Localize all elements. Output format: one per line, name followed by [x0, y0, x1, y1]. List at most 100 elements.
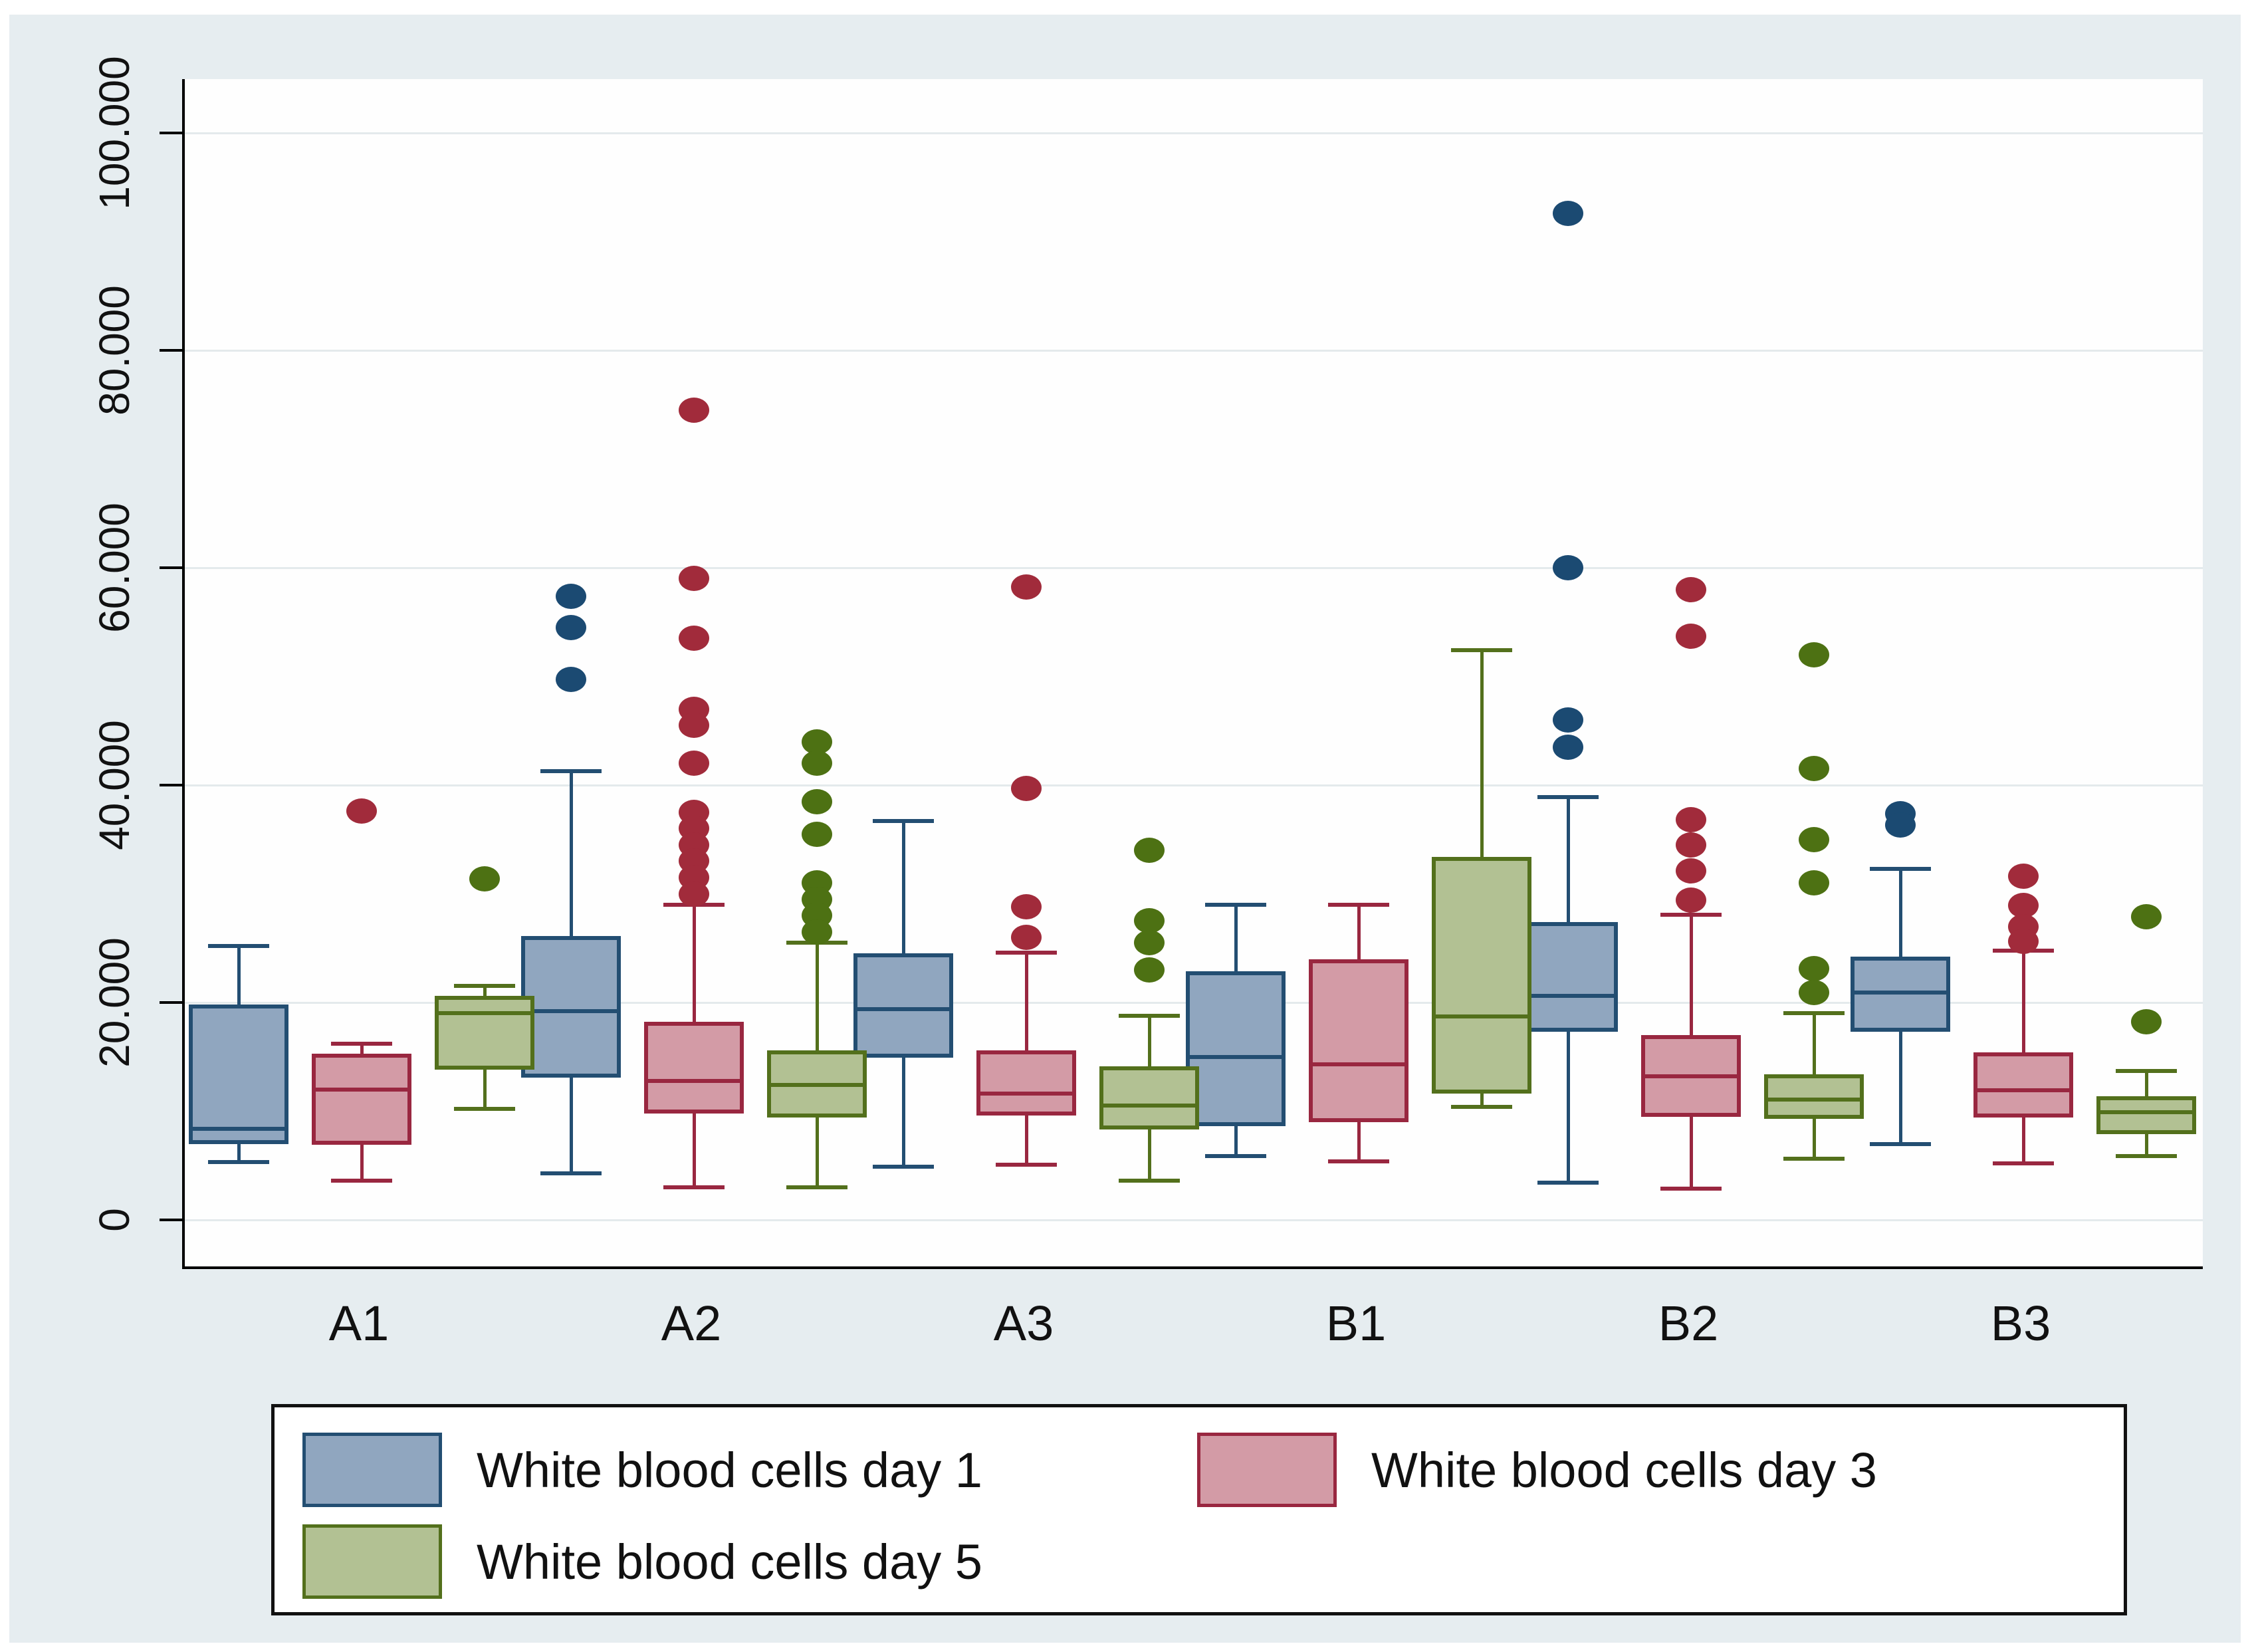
y-tick-40000	[160, 784, 182, 786]
median-B1-series2	[1309, 1062, 1408, 1067]
whisker-upper-A1-series2	[360, 1044, 364, 1054]
whisker-upper-B3-series2	[2021, 950, 2025, 1053]
median-A3-series3	[1099, 1104, 1199, 1108]
median-B2-series3	[1764, 1097, 1864, 1102]
whisker-upper-B1-series2	[1357, 904, 1361, 959]
box-B1-series2	[1309, 959, 1408, 1122]
whisker-cap-bottom-B2-series1	[1537, 1181, 1599, 1185]
y-tick-100000	[160, 132, 182, 134]
median-A2-series3	[767, 1083, 867, 1088]
legend-swatch-day5	[302, 1524, 442, 1599]
y-tick-20000	[160, 1001, 182, 1004]
whisker-upper-A3-series3	[1147, 1015, 1151, 1067]
outlier-A3-series3-2	[1134, 930, 1165, 956]
outlier-A1-series3-0	[469, 866, 500, 891]
whisker-lower-B3-series1	[1898, 1032, 1902, 1144]
median-A1-series1	[189, 1126, 288, 1131]
median-A1-series2	[312, 1087, 411, 1092]
box-A1-series2	[312, 1053, 411, 1145]
whisker-lower-B2-series2	[1689, 1116, 1693, 1189]
outlier-B2-series3-2	[1799, 826, 1829, 852]
outlier-A2-series1-1	[556, 614, 586, 640]
box-A3-series1	[853, 953, 953, 1058]
whisker-upper-B1-series3	[1480, 650, 1484, 857]
outlier-A2-series2-0	[679, 397, 709, 423]
x-axis-label-A1: A1	[328, 1296, 390, 1351]
x-axis-label-A3: A3	[993, 1296, 1054, 1351]
plot-area	[182, 79, 2203, 1269]
median-A2-series2	[644, 1078, 744, 1083]
median-B1-series3	[1432, 1014, 1531, 1019]
outlier-A2-series1-0	[556, 583, 586, 609]
y-tick-label-20000: 20.000	[90, 937, 138, 1068]
outlier-A2-series3-0	[802, 729, 832, 755]
whisker-lower-A1-series2	[360, 1145, 364, 1181]
whisker-cap-bottom-A3-series3	[1119, 1179, 1180, 1183]
outlier-B2-series3-0	[1799, 642, 1829, 667]
outlier-B2-series3-5	[1799, 980, 1829, 1006]
legend-label-day1: White blood cells day 1	[477, 1442, 982, 1498]
whisker-upper-A2-series3	[815, 943, 819, 1050]
whisker-lower-A3-series2	[1024, 1116, 1028, 1165]
whisker-lower-B3-series3	[2144, 1133, 2148, 1156]
whisker-cap-bottom-B3-series3	[2116, 1153, 2177, 1158]
box-B2-series3	[1764, 1074, 1864, 1119]
whisker-lower-A1-series1	[237, 1143, 241, 1163]
x-axis-label-B2: B2	[1658, 1296, 1719, 1351]
whisker-cap-bottom-A2-series1	[540, 1171, 602, 1175]
whisker-upper-B3-series1	[1898, 868, 1902, 957]
box-A2-series1	[521, 936, 621, 1078]
whisker-lower-B2-series1	[1566, 1032, 1570, 1183]
whisker-cap-top-A2-series1	[540, 768, 602, 773]
whisker-cap-top-A3-series1	[873, 818, 934, 823]
x-axis-label-B1: B1	[1325, 1296, 1387, 1351]
box-A1-series3	[435, 996, 534, 1070]
outlier-A2-series2-1	[679, 566, 709, 592]
whisker-upper-B1-series1	[1234, 904, 1238, 971]
y-tick-0	[160, 1219, 182, 1221]
whisker-cap-top-B2-series3	[1783, 1011, 1845, 1016]
outlier-A3-series2-3	[1011, 924, 1042, 950]
y-tick-label-80000: 80.000	[90, 285, 138, 415]
whisker-cap-bottom-A1-series3	[454, 1107, 515, 1112]
outlier-B2-series3-1	[1799, 756, 1829, 782]
whisker-cap-bottom-A1-series2	[331, 1179, 392, 1183]
outlier-B2-series3-4	[1799, 956, 1829, 982]
outlier-A2-series2-4	[679, 713, 709, 739]
whisker-upper-A3-series2	[1024, 952, 1028, 1050]
outlier-B3-series1-1	[1885, 812, 1916, 838]
whisker-upper-A2-series2	[692, 904, 696, 1022]
box-B3-series3	[2096, 1096, 2196, 1134]
outlier-B2-series1-1	[1553, 555, 1583, 580]
outlier-B2-series2-1	[1676, 624, 1706, 649]
whisker-cap-bottom-A3-series1	[873, 1164, 934, 1169]
legend-entry-day3: White blood cells day 3	[1197, 1433, 1877, 1507]
outlier-A2-series2-11	[679, 881, 709, 907]
gridline-80000	[185, 349, 2203, 352]
outlier-B3-series2-3	[2008, 929, 2039, 955]
y-tick-60000	[160, 566, 182, 569]
box-A2-series2	[644, 1022, 744, 1114]
whisker-cap-bottom-B1-series3	[1451, 1104, 1512, 1109]
whisker-lower-B1-series1	[1234, 1126, 1238, 1156]
outlier-B2-series2-0	[1676, 576, 1706, 602]
whisker-lower-A2-series2	[692, 1113, 696, 1187]
legend-entry-day1: White blood cells day 1	[302, 1433, 982, 1507]
whisker-cap-top-B3-series1	[1870, 866, 1931, 871]
whisker-lower-A1-series3	[483, 1070, 487, 1110]
whisker-lower-A3-series1	[901, 1058, 905, 1167]
whisker-cap-bottom-A1-series1	[208, 1160, 269, 1165]
whisker-cap-bottom-B1-series1	[1205, 1153, 1266, 1158]
y-tick-label-60000: 60.000	[90, 503, 138, 633]
whisker-upper-A1-series3	[483, 986, 487, 997]
y-tick-label-0: 0	[90, 1208, 138, 1232]
outlier-A3-series3-0	[1134, 838, 1165, 864]
median-A3-series2	[976, 1092, 1076, 1096]
whisker-cap-top-B3-series3	[2116, 1069, 2177, 1073]
outlier-A2-series3-2	[802, 788, 832, 814]
whisker-cap-top-A1-series2	[331, 1042, 392, 1046]
whisker-cap-top-A3-series2	[996, 950, 1057, 955]
whisker-cap-top-B1-series3	[1451, 648, 1512, 653]
y-tick-label-40000: 40.000	[90, 720, 138, 850]
